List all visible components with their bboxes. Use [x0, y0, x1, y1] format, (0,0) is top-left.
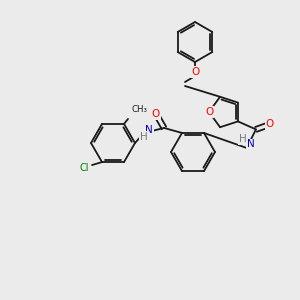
Text: H: H	[140, 132, 148, 142]
Text: O: O	[191, 67, 199, 77]
Text: N: N	[145, 125, 153, 135]
Text: Cl: Cl	[79, 163, 89, 173]
Text: N: N	[247, 140, 255, 149]
Text: H: H	[239, 134, 247, 144]
Text: O: O	[205, 107, 213, 117]
Text: O: O	[266, 119, 274, 129]
Text: O: O	[152, 109, 160, 119]
Text: CH₃: CH₃	[132, 105, 148, 114]
